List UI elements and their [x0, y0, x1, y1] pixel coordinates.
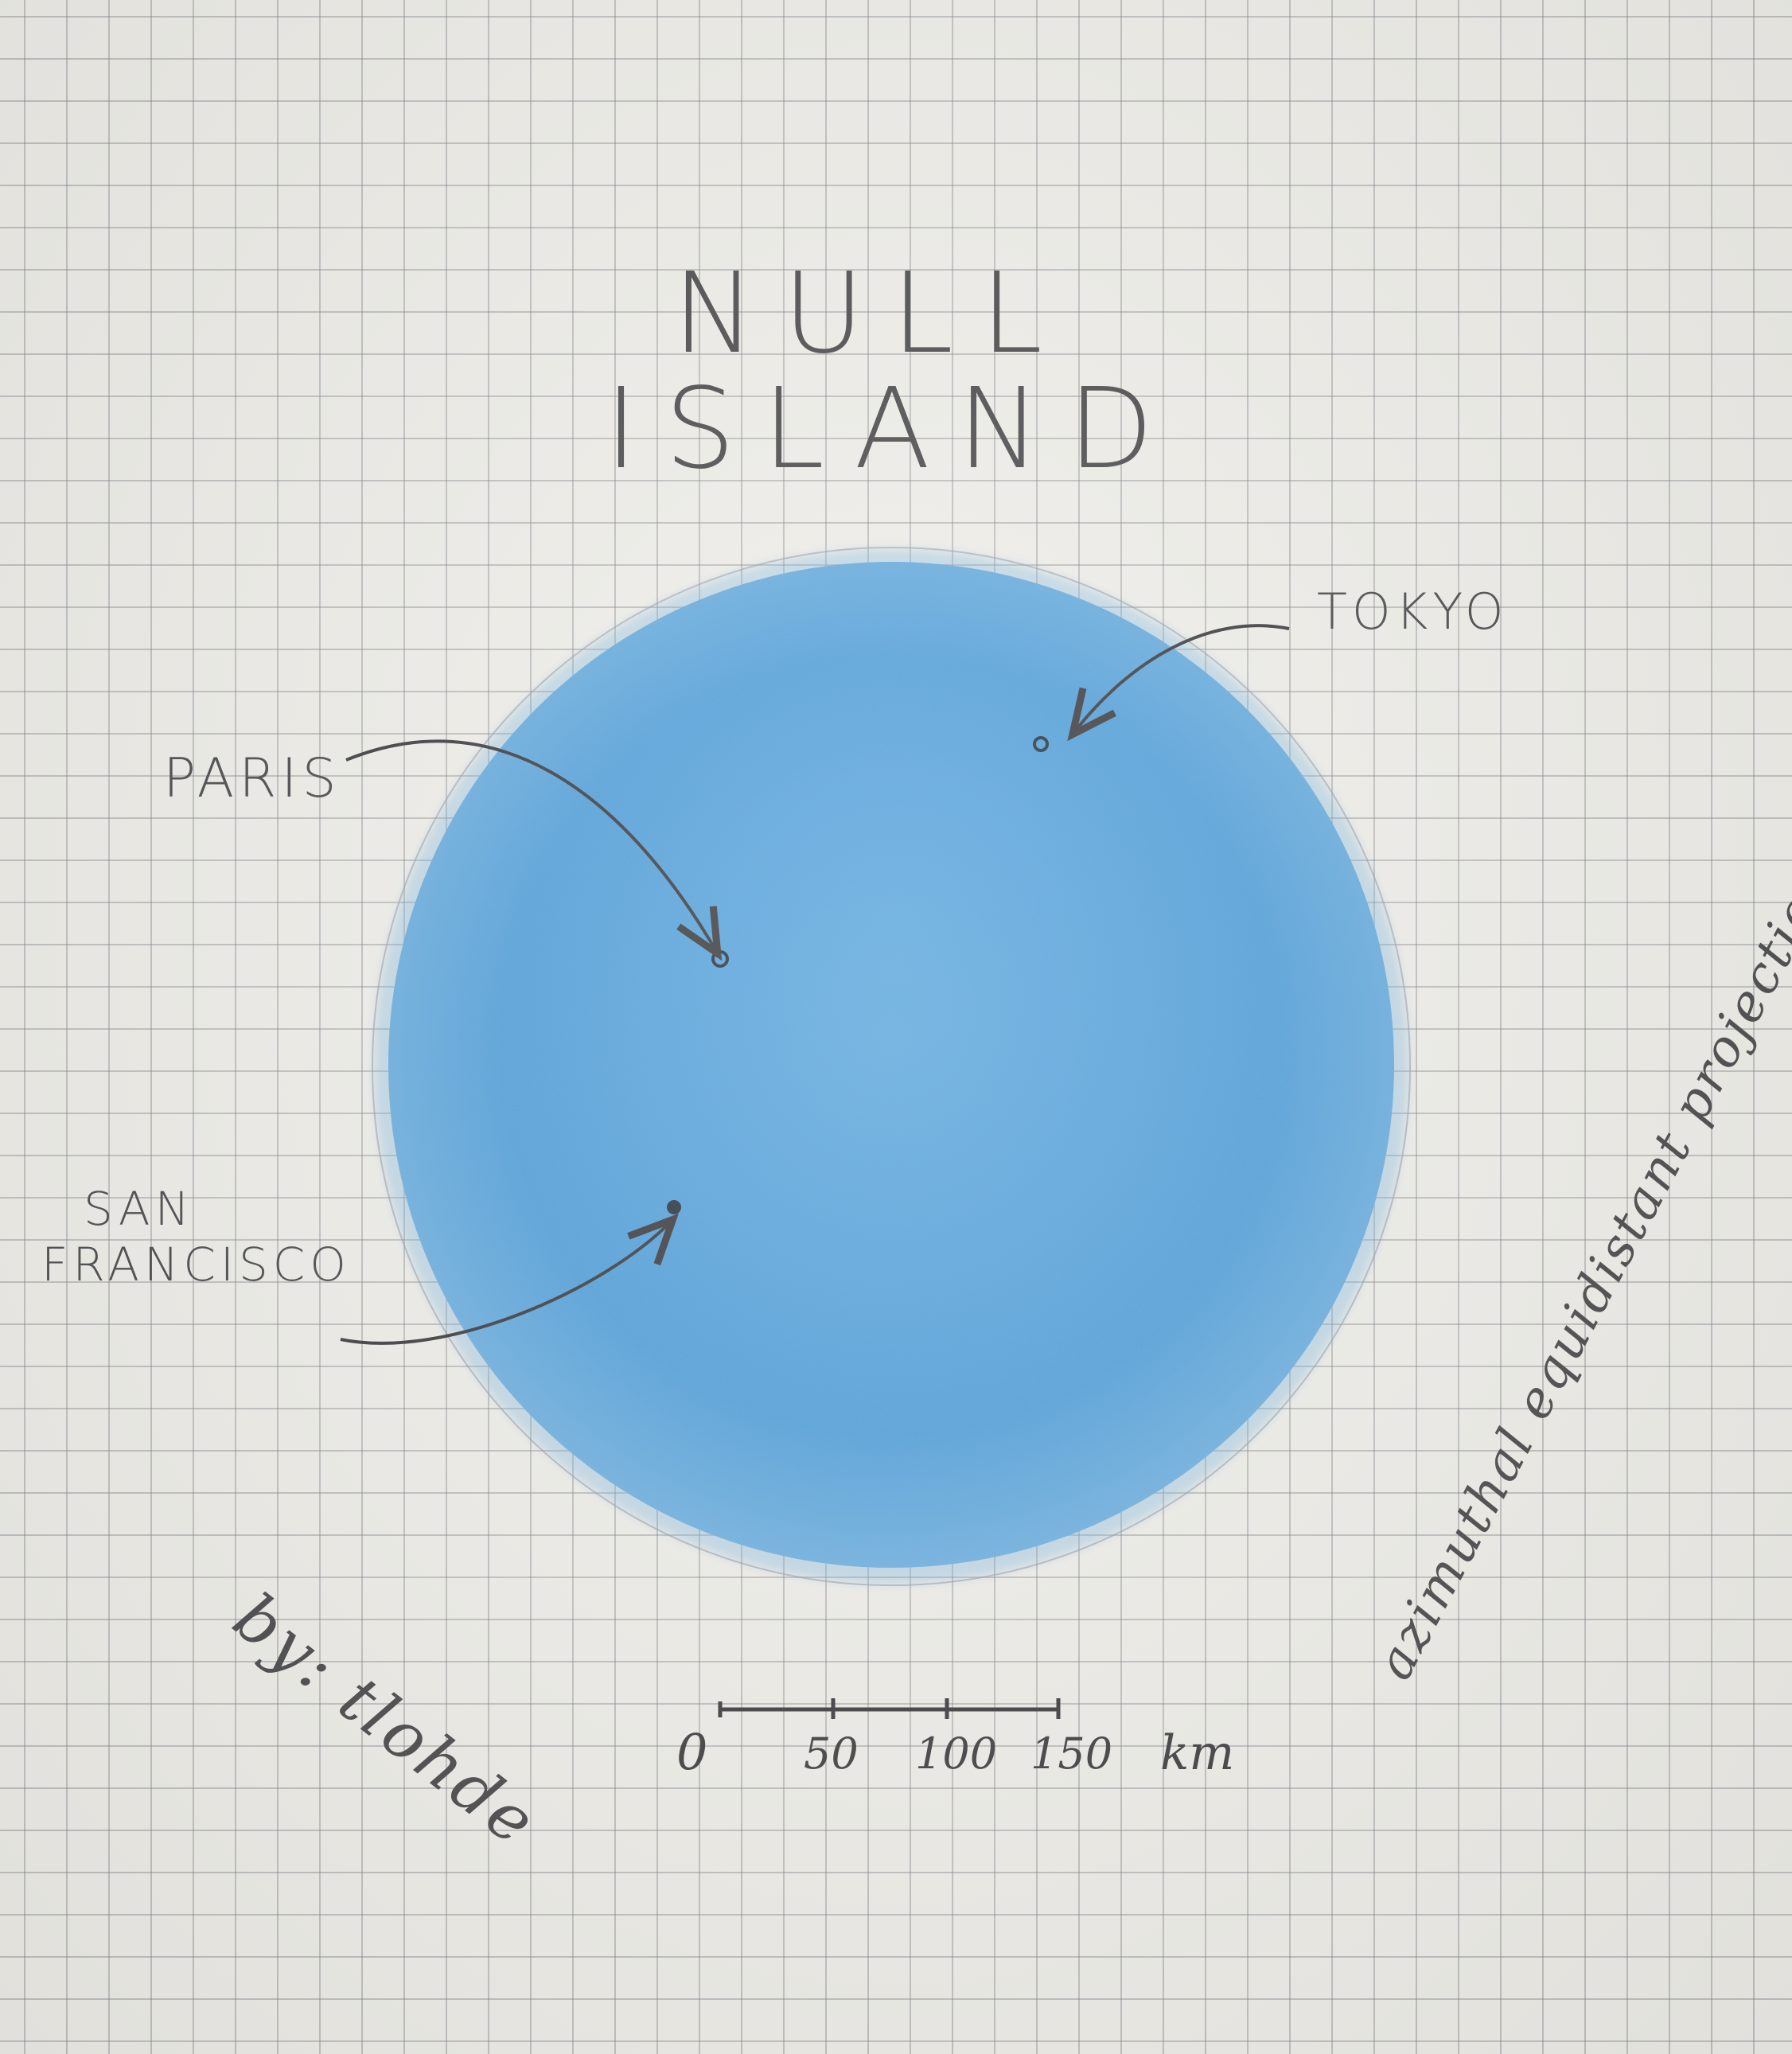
- scale-label-100: 100: [915, 1729, 998, 1779]
- scale-label-150: 150: [1030, 1729, 1113, 1779]
- san-francisco-marker-icon: [667, 1200, 681, 1214]
- map-title-line-1: NULL: [672, 249, 1070, 379]
- scale-label-0: 0: [676, 1723, 708, 1781]
- map-title-line-2: ISLAND: [605, 364, 1181, 494]
- label-tokyo: TOKYO: [1317, 583, 1509, 641]
- tokyo-arrow-icon: [1067, 624, 1290, 742]
- tokyo-marker-icon: [1033, 736, 1049, 752]
- label-san-francisco-line-2: FRANCISCO: [41, 1237, 351, 1292]
- scale-unit: km: [1160, 1725, 1235, 1781]
- label-san-francisco-line-1: SAN: [84, 1182, 194, 1236]
- label-paris: PARIS: [163, 747, 341, 810]
- scale-label-50: 50: [804, 1729, 859, 1779]
- san-francisco-arrow-icon: [340, 1213, 679, 1345]
- null-island-shape: [388, 562, 1394, 1568]
- paris-arrow-icon: [345, 739, 723, 961]
- island-outline: [372, 547, 1411, 1586]
- scale-bar: [718, 1698, 1061, 1719]
